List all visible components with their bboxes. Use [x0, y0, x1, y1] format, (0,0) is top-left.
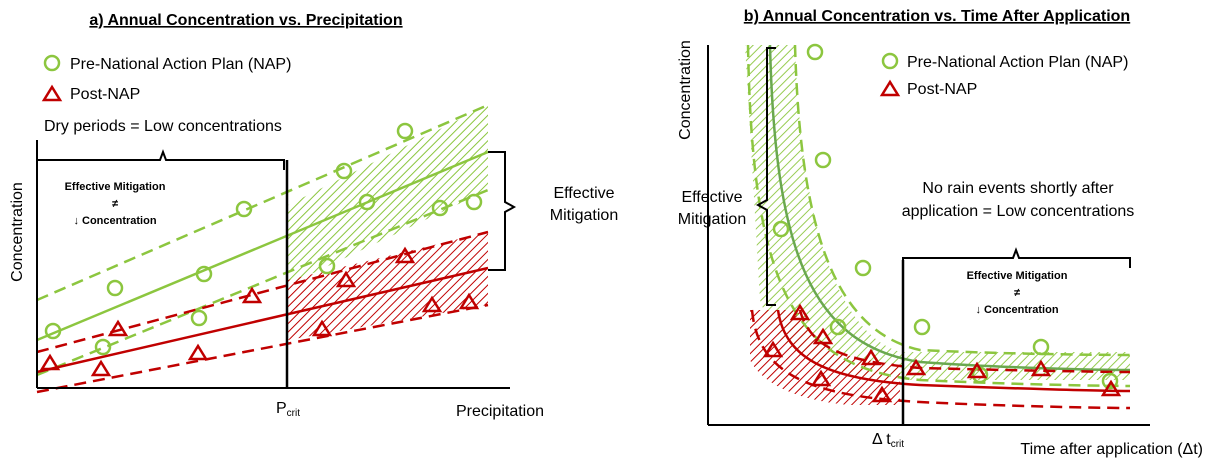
norain-line2: application = Low concentrations — [902, 203, 1135, 220]
a-box-line1: Effective Mitigation — [65, 181, 166, 193]
b-legend-post-label: Post-NAP — [907, 81, 977, 98]
b-post-points — [762, 303, 1122, 403]
b-pre-upper-bound — [793, 44, 1131, 357]
panel-b-title: b) Annual Concentration vs. Time After A… — [744, 8, 1130, 25]
post-band-hatch — [288, 232, 488, 340]
a-right-bracket — [488, 151, 517, 271]
pcrit-label: Pcrit — [276, 400, 300, 419]
dry-periods-bracket — [36, 149, 285, 170]
b-legend-pre-label: Pre-National Action Plan (NAP) — [907, 54, 1128, 71]
a-right-line2: Mitigation — [550, 207, 618, 224]
norain-bracket — [902, 247, 1131, 268]
b-left-bracket — [755, 47, 776, 306]
panel-a-ylabel: Concentration — [9, 182, 26, 282]
post-lower-bound — [36, 303, 489, 394]
dry-periods-label: Dry periods = Low concentrations — [44, 118, 282, 135]
a-right-line1: Effective — [553, 185, 614, 202]
panel-b: b) Annual Concentration vs. Time After A… — [677, 8, 1203, 458]
post-points — [39, 246, 480, 377]
b-box-line2: ≠ — [1014, 287, 1020, 299]
tcrit-label: Δ tcrit — [872, 431, 904, 450]
b-post-trend-line — [776, 309, 1131, 393]
b-pre-band-hatch — [745, 45, 1130, 380]
b-left-line2: Mitigation — [678, 211, 746, 228]
legend-post-marker — [41, 84, 63, 102]
b-legend-post-marker — [879, 79, 901, 97]
b-post-band-hatch — [750, 310, 900, 405]
a-box-line2: ≠ — [112, 198, 118, 210]
norain-line1: No rain events shortly after — [922, 180, 1114, 197]
legend-post-label: Post-NAP — [70, 86, 140, 103]
panel-b-ylabel: Concentration — [677, 40, 694, 140]
b-pre-trend-line — [768, 44, 1131, 372]
panel-a: a) Annual Concentration vs. Precipitatio… — [9, 12, 618, 420]
legend-pre-label: Pre-National Action Plan (NAP) — [70, 56, 291, 73]
panel-a-xlabel: Precipitation — [456, 403, 544, 420]
pre-trend-line — [36, 150, 489, 342]
b-box-line1: Effective Mitigation — [967, 270, 1068, 282]
panel-a-title: a) Annual Concentration vs. Precipitatio… — [89, 12, 402, 29]
post-trend-line — [36, 266, 489, 374]
pre-upper-bound — [36, 103, 489, 302]
b-left-line1: Effective — [681, 189, 742, 206]
pre-points — [44, 122, 483, 356]
b-pre-lower-bound — [746, 44, 1131, 388]
pre-lower-bound — [36, 188, 489, 377]
b-post-lower-bound — [750, 309, 1131, 410]
a-box-line3: ↓ Concentration — [73, 215, 156, 227]
b-legend-pre-marker — [881, 52, 899, 70]
panel-b-xlabel: Time after application (Δt) — [1020, 441, 1203, 458]
b-box-line3: ↓ Concentration — [975, 304, 1058, 316]
legend-pre-marker — [43, 54, 61, 72]
